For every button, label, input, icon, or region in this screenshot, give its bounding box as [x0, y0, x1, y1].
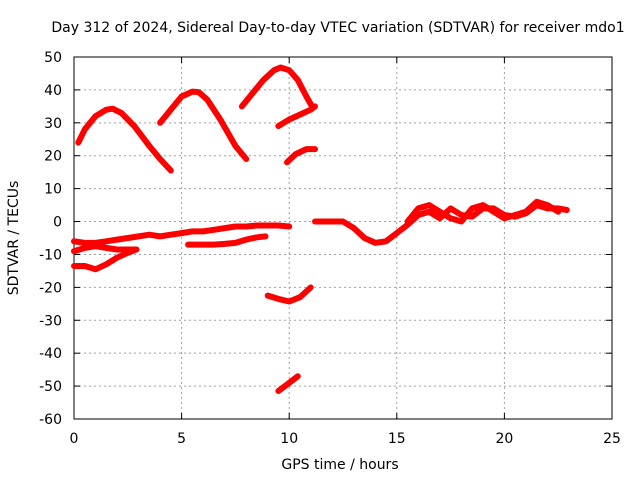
y-tick-label: -30	[39, 313, 62, 329]
y-tick-label: -40	[39, 346, 62, 362]
x-tick-label: 20	[495, 431, 513, 447]
chart-title: Day 312 of 2024, Sidereal Day-to-day VTE…	[51, 20, 624, 36]
y-tick-label: 20	[44, 149, 62, 165]
series-arc-10	[264, 284, 314, 305]
y-tick-label: 40	[44, 83, 62, 99]
y-tick-label: -60	[39, 412, 62, 428]
series-arc-8	[71, 246, 140, 273]
x-tick-label: 15	[388, 431, 406, 447]
series-arc-7	[71, 243, 140, 255]
y-tick-label: -10	[39, 247, 62, 263]
x-tick-label: 0	[70, 431, 79, 447]
y-tick-label: 0	[53, 215, 62, 231]
series-arc-3	[238, 64, 316, 111]
y-tick-label: -20	[39, 280, 62, 296]
y-tick-label: 50	[44, 50, 62, 66]
tick-labels: 0 5 10 15 20 25 -60 -50 -40 -30 -20 -10 0 10 20 30 40 50	[39, 50, 621, 447]
series-arc-9	[185, 233, 269, 248]
y-tick-label: -50	[39, 379, 62, 395]
series-arc-2	[157, 88, 250, 162]
series-arc-5	[284, 146, 318, 166]
y-axis-label: SDTVAR / TECUs	[6, 181, 22, 296]
x-tick-label: 10	[280, 431, 298, 447]
plot-border	[73, 56, 613, 420]
series-arc-1	[75, 105, 174, 174]
x-tick-label: 25	[603, 431, 621, 447]
x-axis-label: GPS time / hours	[281, 457, 398, 473]
x-tick-label: 5	[177, 431, 186, 447]
y-tick-label: 30	[44, 116, 62, 132]
series-arc-11	[275, 373, 301, 394]
series-arc-4	[275, 103, 318, 130]
series	[71, 64, 570, 394]
series-arc-6	[71, 222, 293, 246]
y-tick-label: 10	[44, 182, 62, 198]
ticks	[73, 56, 613, 420]
series-arc-13	[404, 198, 562, 225]
